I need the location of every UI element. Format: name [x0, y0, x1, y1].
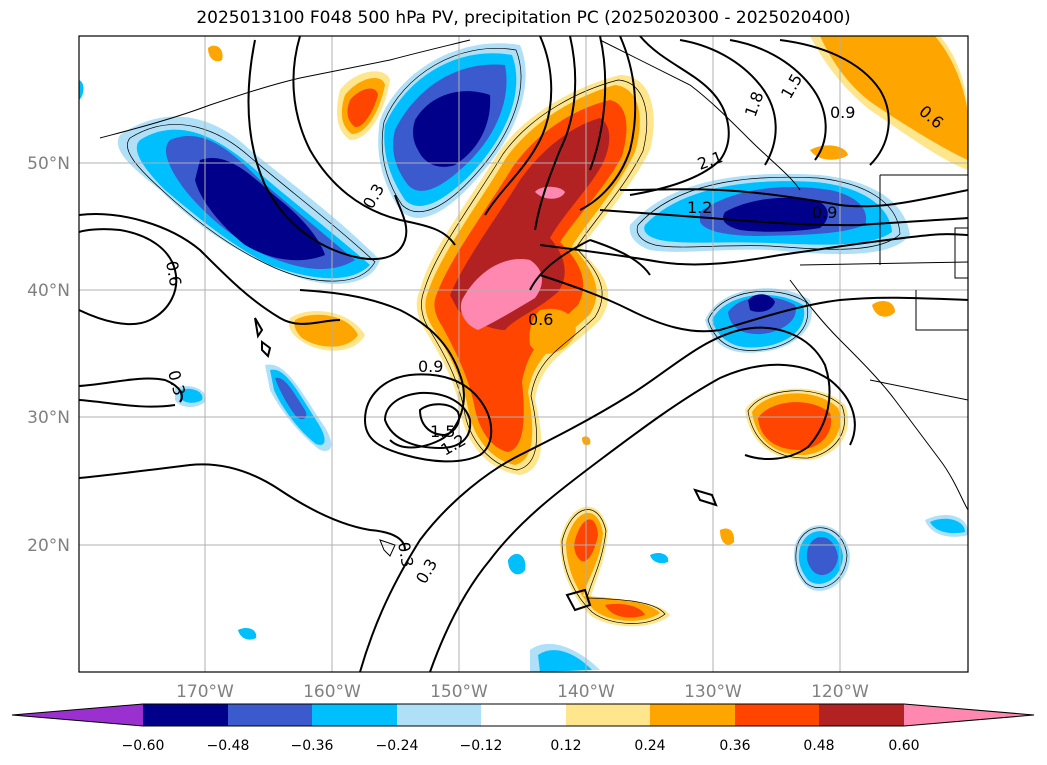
colorbar-tick-label: 0.60 [888, 738, 919, 754]
positive-shading [208, 36, 968, 627]
lon-label: 140°W [557, 682, 615, 702]
colorbar: −0.60 −0.48 −0.36 −0.24 −0.12 0.12 0.24 … [11, 703, 1035, 754]
colorbar-tick-label: −0.24 [376, 738, 419, 754]
colorbar-tick-label: −0.36 [291, 738, 334, 754]
colorbar-tick-label: −0.12 [460, 738, 503, 754]
map-content: 0.3 0.6 0.9 1.2 1.5 1.8 2.1 0.3 0.6 0.9 … [79, 36, 968, 672]
lat-label: 20°N [27, 536, 70, 556]
colorbar-under-extension [12, 704, 143, 726]
colorbar-segment [650, 704, 735, 726]
colorbar-segment [735, 704, 819, 726]
pv-contours [79, 36, 968, 672]
colorbar-tick-label: 0.48 [803, 738, 834, 754]
colorbar-segment [228, 704, 312, 726]
contour-label: 0.3 [394, 540, 417, 568]
contour-label: 1.2 [687, 198, 712, 217]
contour-label: 0.9 [830, 103, 855, 122]
colorbar-tick-label: 0.36 [719, 738, 750, 754]
contour-label: 1.5 [430, 422, 455, 441]
longitude-labels: 170°W 160°W 150°W 140°W 130°W 120°W [176, 682, 869, 702]
latitude-labels: 50°N 40°N 30°N 20°N [27, 154, 70, 556]
colorbar-tick-label: −0.60 [122, 738, 165, 754]
colorbar-tick-label: 0.24 [634, 738, 665, 754]
contour-label: 0.9 [418, 357, 443, 376]
lon-label: 120°W [811, 682, 869, 702]
colorbar-outline [11, 703, 1035, 727]
colorbar-segment [143, 704, 228, 726]
map-title: 2025013100 F048 500 hPa PV, precipitatio… [196, 8, 851, 28]
contour-label: 0.6 [162, 259, 185, 287]
colorbar-segment [481, 704, 566, 726]
colorbar-tick-label: −0.48 [207, 738, 250, 754]
lon-label: 160°W [303, 682, 361, 702]
lat-label: 30°N [27, 408, 70, 428]
lon-label: 130°W [684, 682, 742, 702]
colorbar-segment [819, 704, 904, 726]
lon-label: 170°W [176, 682, 234, 702]
lat-label: 40°N [27, 281, 70, 301]
lon-label: 150°W [430, 682, 488, 702]
colorbar-segment [312, 704, 397, 726]
colorbar-segment [566, 704, 650, 726]
colorbar-over-extension [904, 704, 1034, 726]
negative-shading [79, 43, 968, 672]
coastlines [99, 39, 968, 612]
contour-label: 0.9 [812, 203, 837, 222]
map-frame [78, 35, 969, 673]
lat-label: 50°N [27, 154, 70, 174]
colorbar-tick-label: 0.12 [550, 738, 581, 754]
colorbar-segment [397, 704, 481, 726]
contour-label: 0.6 [528, 310, 553, 329]
gridlines [79, 36, 968, 672]
